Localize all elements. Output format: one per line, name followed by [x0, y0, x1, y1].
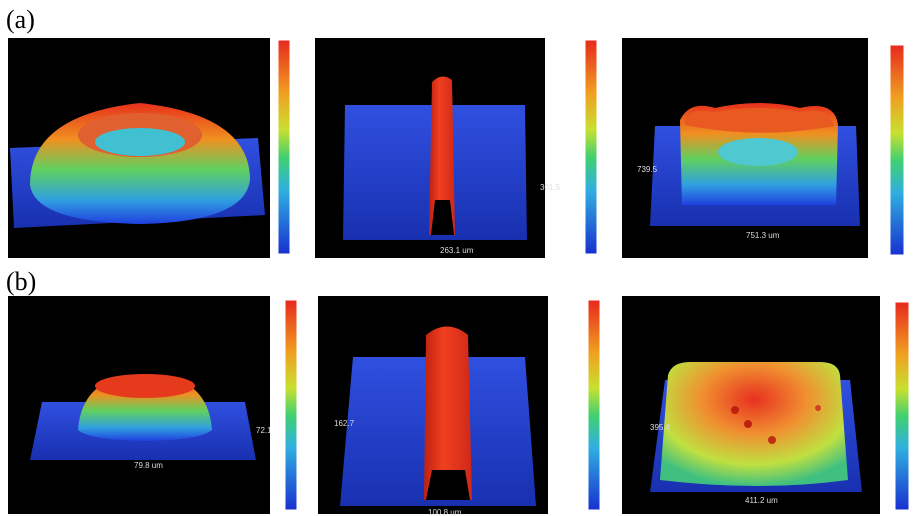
dimension-label: 751.3 um — [746, 231, 780, 240]
colorbar — [285, 300, 297, 510]
surface-image — [8, 296, 270, 514]
dimension-label: 100.8 um — [428, 508, 462, 516]
panel-label: (a) — [6, 5, 35, 34]
surface-image — [622, 296, 880, 514]
dimension-label: 739.5 — [637, 165, 658, 174]
dimension-label: 79.8 um — [134, 461, 163, 470]
surface-image — [318, 296, 548, 514]
colorbar — [895, 302, 909, 510]
dimension-label: 72.1 — [256, 426, 272, 435]
surface-image — [8, 38, 270, 258]
dimension-label: 411.2 um — [745, 496, 778, 505]
colorbar — [585, 40, 597, 254]
dimension-label: 395.4 — [650, 423, 671, 432]
colorbar — [278, 40, 290, 254]
dimension-label: 162.7 — [334, 419, 355, 428]
figure: (a) (b) 301.5 263.1 um 739.5 751.3 um 72… — [0, 0, 913, 516]
surface-image — [622, 38, 868, 258]
dimension-label: 301.5 — [540, 183, 561, 192]
colorbar — [588, 300, 600, 510]
dimension-label: 263.1 um — [440, 246, 474, 255]
colorbar — [890, 45, 904, 255]
surface-image — [315, 38, 545, 258]
panel-label: (b) — [6, 267, 36, 296]
